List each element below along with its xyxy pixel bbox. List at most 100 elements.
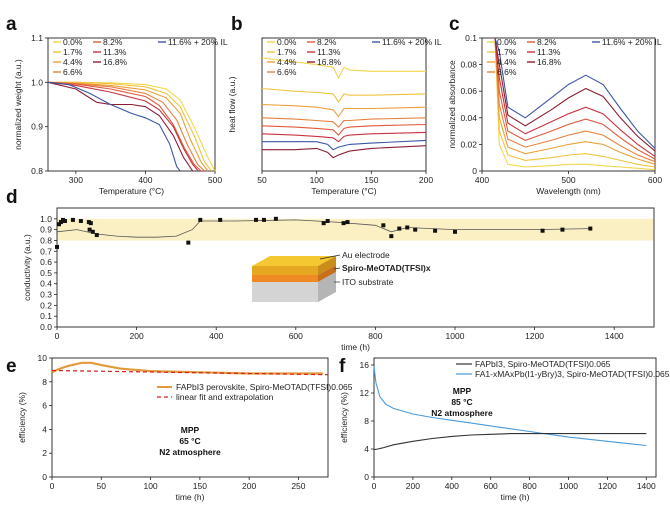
x-tick-label-e-4: 200 <box>242 481 256 491</box>
ito-layer-side <box>318 272 336 302</box>
panel-label-e: e <box>6 356 17 377</box>
data-point-d-28 <box>453 229 457 234</box>
x-tick-label-b-3: 200 <box>419 175 433 185</box>
leader-spiro <box>333 267 341 270</box>
data-point-d-8 <box>87 227 92 232</box>
x-tick-label-f-3: 600 <box>484 481 498 491</box>
annotation-e-1: 65 °C <box>179 436 200 446</box>
legend-label-c-0: 0.0% <box>497 37 517 47</box>
legend-label-c-2: 4.4% <box>497 57 517 67</box>
y-tick-label-f-3: 12 <box>360 388 370 398</box>
x-tick-label-c-1: 500 <box>561 175 575 185</box>
chart-d: 0 200 400 600 800 1000 1200 1400 0.00.10.20.30.4… <box>22 207 655 352</box>
legend-label-b-3: 6.6% <box>277 67 297 77</box>
x-tick-label-f-5: 1000 <box>559 481 578 491</box>
legend-label-a-6: 16.8% <box>103 57 128 67</box>
y-tick-label-f-2: 8 <box>364 416 369 426</box>
x-tick-label-d-3: 600 <box>289 331 303 341</box>
label-au-electrode: Au electrode <box>342 250 390 260</box>
y-tick-label-e-1: 2 <box>42 448 47 458</box>
annotation-f-2: N2 atmosphere <box>431 408 493 418</box>
y-tick-label-e-5: 10 <box>38 353 48 363</box>
series-line-b-4 <box>261 123 427 136</box>
x-tick-label-f-6: 1200 <box>598 481 617 491</box>
x-tick-label-b-1: 100 <box>310 175 324 185</box>
series-line-b-1 <box>261 87 427 103</box>
legend-label-a-5: 11.3% <box>103 47 127 57</box>
x-tick-label-f-0: 0 <box>372 481 377 491</box>
legend-label-a-3: 6.6% <box>63 67 83 77</box>
series-line-f-1 <box>373 366 647 447</box>
plot-frame-a <box>47 37 216 172</box>
plot-frame-d <box>56 207 655 328</box>
x-tick-label-f-7: 1400 <box>637 481 656 491</box>
x-tick-label-d-6: 1200 <box>525 331 544 341</box>
y-tick-label-f-4: 16 <box>360 360 370 370</box>
series-line-b-3 <box>261 117 427 128</box>
legend-label-f-1: FA1-xMAxPb(I1-yBry)3, Spiro-MeOTAD(TFSI)… <box>475 369 670 379</box>
plot-frame-e <box>51 357 329 478</box>
panel-label-a: a <box>6 14 17 35</box>
x-tick-label-d-7: 1400 <box>605 331 624 341</box>
series-line-c-0 <box>494 37 656 171</box>
series-line-c-2 <box>494 37 656 165</box>
data-point-d-19 <box>325 218 330 223</box>
spiro-layer-side <box>318 265 336 282</box>
series-line-c-3 <box>494 37 656 163</box>
legend-label-f-0: FAPbI3, Spiro-MeOTAD(TFSI)0.065 <box>475 359 611 369</box>
data-point-d-31 <box>588 226 593 231</box>
series-line-c-1 <box>494 37 656 168</box>
x-tick-label-d-0: 0 <box>55 331 60 341</box>
y-axis-label-d: conductivity (a.u.) <box>22 234 32 301</box>
x-tick-label-c-2: 600 <box>648 175 662 185</box>
x-axis-label-f: time (h) <box>501 492 530 502</box>
legend-label-c-1: 1.7% <box>497 47 517 57</box>
series-line-a-1 <box>48 81 212 172</box>
legend-label-b-0: 0.0% <box>277 37 297 47</box>
y-tick-label-e-3: 6 <box>42 401 47 411</box>
data-point-d-10 <box>90 229 95 234</box>
legend-label-a-1: 1.7% <box>63 47 83 57</box>
y-tick-label-c-3: 0.06 <box>460 86 477 96</box>
y-axis-label-e: efficiency (%) <box>17 392 27 443</box>
y-tick-label-d-1: 0.1 <box>40 311 52 321</box>
data-point-d-26 <box>413 227 418 232</box>
y-tick-label-d-6: 0.6 <box>40 257 52 267</box>
series-line-f-0 <box>373 433 647 451</box>
x-tick-label-f-4: 800 <box>522 481 536 491</box>
legend-label-b-5: 11.3% <box>317 47 341 57</box>
data-point-d-24 <box>397 226 402 231</box>
y-tick-label-f-0: 0 <box>364 472 369 482</box>
legend-label-a-7: 11.6% + 20% IL <box>168 37 228 47</box>
x-axis-label-b: Temperature (°C) <box>311 186 376 196</box>
data-point-d-15 <box>254 217 258 222</box>
x-axis-label-e: time (h) <box>176 492 205 502</box>
au-layer-top <box>252 256 336 266</box>
chart-b: 50 100 150 200 Temperature (°C) heat flow (a.… <box>227 37 442 196</box>
au-layer-side <box>318 256 336 275</box>
panel-label-d: d <box>6 187 18 208</box>
series-line-a-2 <box>47 81 209 172</box>
plot-frame-f <box>373 357 657 478</box>
label-ito-substrate: ITO substrate <box>342 277 394 287</box>
x-tick-label-d-1: 200 <box>130 331 144 341</box>
y-tick-label-c-2: 0.04 <box>460 113 477 123</box>
x-tick-label-f-1: 200 <box>406 481 420 491</box>
chart-a: 300 400 500 0.8 0.9 1.0 1.1 Temperature (°C) nor… <box>13 33 228 196</box>
label-spiro-layer: Spiro-MeOTAD(TFSI)x <box>342 263 431 273</box>
data-point-d-21 <box>345 220 350 225</box>
data-point-d-14 <box>218 217 223 222</box>
series-line-b-6 <box>262 145 427 159</box>
y-tick-label-d-0: 0.0 <box>40 322 52 332</box>
data-point-d-23 <box>389 234 394 239</box>
y-tick-label-d-8: 0.8 <box>40 235 52 245</box>
x-tick-label-d-2: 400 <box>209 331 223 341</box>
y-tick-label-c-1: 0.02 <box>460 139 477 149</box>
data-point-d-20 <box>341 221 346 226</box>
y-tick-label-a-0: 0.8 <box>31 166 43 176</box>
y-tick-label-a-3: 1.1 <box>31 33 43 43</box>
y-tick-label-d-2: 0.2 <box>40 300 52 310</box>
y-tick-label-e-0: 0 <box>42 472 47 482</box>
y-tick-label-c-0: 0 <box>472 166 477 176</box>
x-tick-label-b-0: 50 <box>257 175 267 185</box>
